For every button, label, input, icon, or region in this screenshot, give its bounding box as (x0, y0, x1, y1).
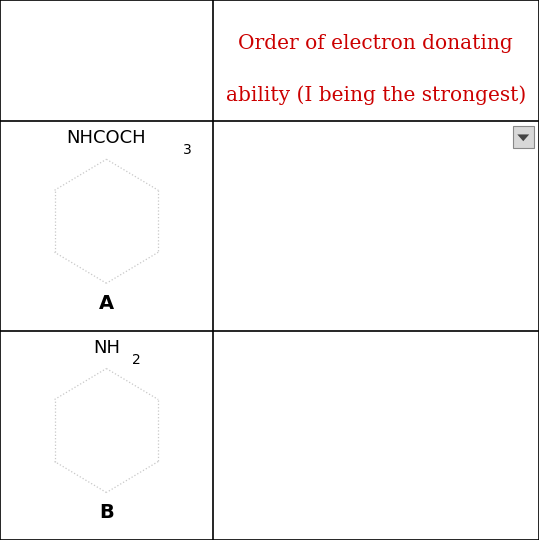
Bar (513, 126, 534, 149)
Text: 3: 3 (183, 143, 191, 157)
Text: ability (I being the strongest): ability (I being the strongest) (225, 85, 526, 105)
Polygon shape (517, 134, 529, 141)
Text: B: B (99, 503, 114, 522)
Text: NHCOCH: NHCOCH (66, 129, 146, 147)
Text: Order of electron donating: Order of electron donating (238, 34, 513, 53)
Text: NH: NH (93, 339, 120, 356)
Text: 2: 2 (132, 353, 141, 367)
Text: A: A (99, 294, 114, 313)
